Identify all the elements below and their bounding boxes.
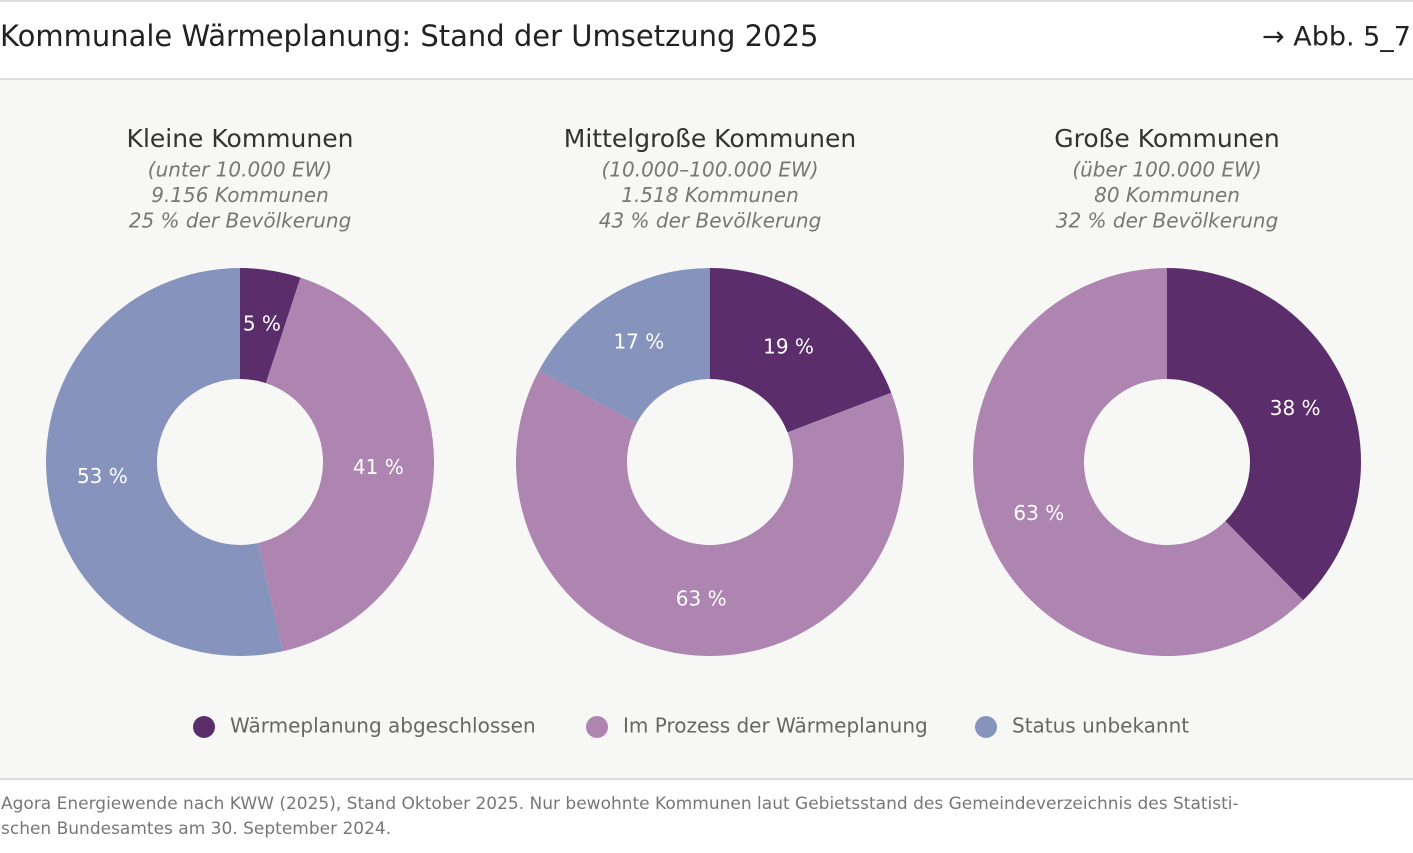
value-label: 63 % (676, 587, 727, 611)
chart-background (0, 80, 1413, 778)
legend-marker (975, 716, 997, 738)
chart-subtitle: 32 % der Bevölkerung (1056, 209, 1279, 233)
chart-title: Mittelgroße Kommunen (564, 124, 856, 153)
source-line: Agora Energiewende nach KWW (2025), Stan… (1, 794, 1239, 814)
chart-subtitle: 25 % der Bevölkerung (129, 209, 352, 233)
value-label: 41 % (353, 455, 404, 479)
chart-subtitle: (über 100.000 EW) (1072, 158, 1261, 182)
value-label: 17 % (613, 330, 664, 354)
value-label: 53 % (77, 464, 128, 488)
donut-segment (538, 268, 710, 423)
donut-segment (1167, 268, 1361, 601)
donut-segment (516, 370, 905, 656)
value-label: 38 % (1270, 396, 1321, 420)
chart-title: Große Kommunen (1054, 124, 1280, 153)
legend-marker (193, 716, 215, 738)
chart-title: Kleine Kommunen (127, 124, 354, 153)
chart-subtitle: 1.518 Kommunen (621, 183, 799, 207)
source-line: schen Bundesamtes am 30. September 2024. (1, 819, 391, 839)
legend-label: Status unbekannt (1012, 714, 1189, 738)
chart-subtitle: (unter 10.000 EW) (148, 158, 332, 182)
page-title: Kommunale Wärmeplanung: Stand der Umsetz… (0, 19, 819, 53)
donut-segment (45, 268, 283, 657)
chart-subtitle: (10.000–100.000 EW) (601, 158, 818, 182)
value-label: 19 % (763, 334, 814, 358)
legend-marker (586, 716, 608, 738)
legend-label: Im Prozess der Wärmeplanung (623, 714, 928, 738)
legend-label: Wärmeplanung abgeschlossen (230, 714, 536, 738)
value-label: 5 % (243, 312, 281, 336)
donut-segment (972, 268, 1304, 657)
chart-subtitle: 43 % der Bevölkerung (599, 209, 822, 233)
donut-segment (258, 277, 434, 652)
chart-subtitle: 80 Kommunen (1094, 183, 1240, 207)
donut-segment (710, 268, 892, 433)
chart-subtitle: 9.156 Kommunen (151, 183, 329, 207)
donut-segment (240, 268, 301, 384)
value-label: 63 % (1013, 501, 1064, 525)
figure-ref: → Abb. 5_7 (1262, 22, 1411, 53)
